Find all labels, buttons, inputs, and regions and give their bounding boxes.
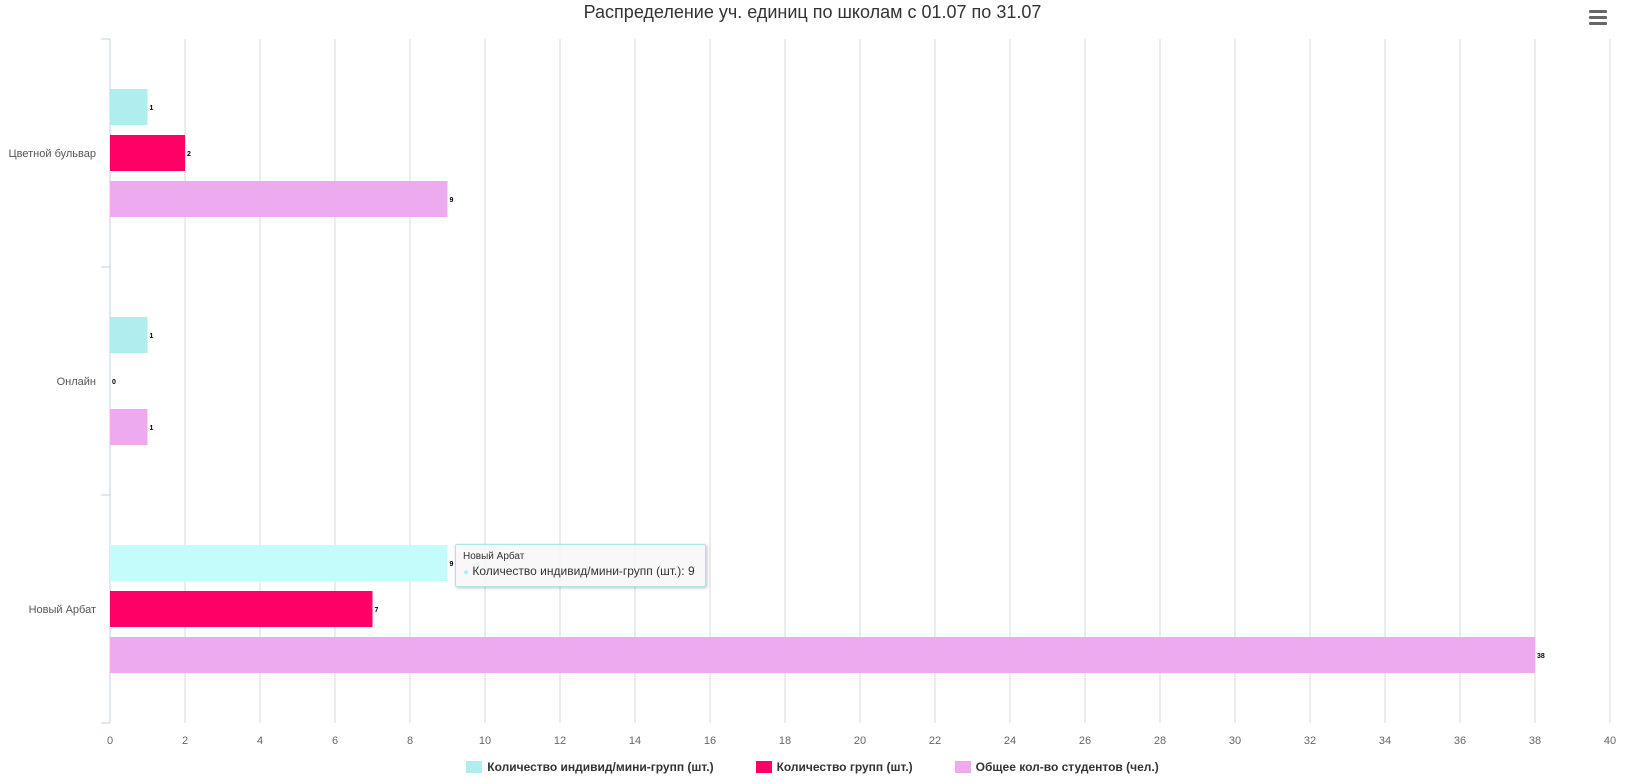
x-tick-label: 36 xyxy=(1454,735,1466,747)
x-tick-label: 30 xyxy=(1229,735,1241,747)
legend-label: Количество групп (шт.) xyxy=(776,760,913,774)
bar xyxy=(110,317,148,353)
legend-item[interactable]: Количество групп (шт.) xyxy=(755,760,913,774)
x-tick-label: 18 xyxy=(779,735,791,747)
bar xyxy=(110,181,448,217)
x-tick-label: 8 xyxy=(407,735,413,747)
tooltip-value: 9 xyxy=(687,564,695,578)
data-label: 0 xyxy=(112,379,116,386)
x-tick-label: 34 xyxy=(1379,735,1391,747)
x-tick-label: 0 xyxy=(107,735,113,747)
legend-item[interactable]: Общее кол-во студентов (чел.) xyxy=(954,760,1159,774)
data-label: 1 xyxy=(150,105,154,112)
x-tick-label: 12 xyxy=(554,735,566,747)
x-tick-label: 28 xyxy=(1154,735,1166,747)
x-tick-label: 22 xyxy=(929,735,941,747)
legend-swatch xyxy=(755,761,772,773)
tooltip-series-dot: ● xyxy=(463,567,470,578)
x-tick-label: 20 xyxy=(854,735,866,747)
x-tick-label: 4 xyxy=(257,735,263,747)
hamburger-menu-icon xyxy=(1589,10,1607,13)
legend-swatch xyxy=(954,761,971,773)
x-tick-label: 10 xyxy=(479,735,491,747)
tooltip-title: Новый Арбат xyxy=(463,551,525,562)
bar xyxy=(110,545,448,581)
chart-title: Распределение уч. единиц по школам с 01.… xyxy=(583,2,1042,22)
bar xyxy=(110,135,185,171)
data-label: 38 xyxy=(1537,653,1545,660)
x-tick-label: 2 xyxy=(182,735,188,747)
x-tick-label: 38 xyxy=(1529,735,1541,747)
bar xyxy=(110,89,148,125)
x-tick-label: 14 xyxy=(629,735,641,747)
category-label: Онлайн xyxy=(57,376,96,388)
bar xyxy=(110,637,1535,673)
data-label: 9 xyxy=(450,561,454,568)
x-tick-label: 40 xyxy=(1604,735,1616,747)
category-label: Цветной бульвар xyxy=(9,148,96,160)
bar xyxy=(110,591,373,627)
legend-item[interactable]: Количество индивид/мини-групп (шт.) xyxy=(466,760,714,774)
x-tick-label: 32 xyxy=(1304,735,1316,747)
data-label: 1 xyxy=(150,333,154,340)
legend-swatch xyxy=(466,761,483,773)
data-label: 9 xyxy=(450,197,454,204)
data-label: 2 xyxy=(187,151,191,158)
bar xyxy=(110,409,148,445)
x-tick-label: 16 xyxy=(704,735,716,747)
category-label: Новый Арбат xyxy=(29,604,96,616)
tooltip: Новый Арбат ● Количество индивид/мини-гр… xyxy=(455,544,706,587)
x-tick-label: 26 xyxy=(1079,735,1091,747)
legend: Количество индивид/мини-групп (шт.) Колич… xyxy=(0,760,1625,774)
legend-label: Количество индивид/мини-групп (шт.) xyxy=(487,760,714,774)
tooltip-series-label: Количество индивид/мини-групп (шт.): xyxy=(472,564,688,578)
data-label: 7 xyxy=(375,607,379,614)
menu-button[interactable] xyxy=(1586,6,1610,30)
bar-chart: 0 2 4 6 8 10 12 14 16 18 20 22 24 26 28 30 32 34 36 38 40Цве… xyxy=(9,38,1616,747)
x-tick-label: 24 xyxy=(1004,735,1016,747)
legend-label: Общее кол-во студентов (чел.) xyxy=(975,760,1159,774)
x-tick-label: 6 xyxy=(332,735,338,747)
data-label: 1 xyxy=(150,425,154,432)
